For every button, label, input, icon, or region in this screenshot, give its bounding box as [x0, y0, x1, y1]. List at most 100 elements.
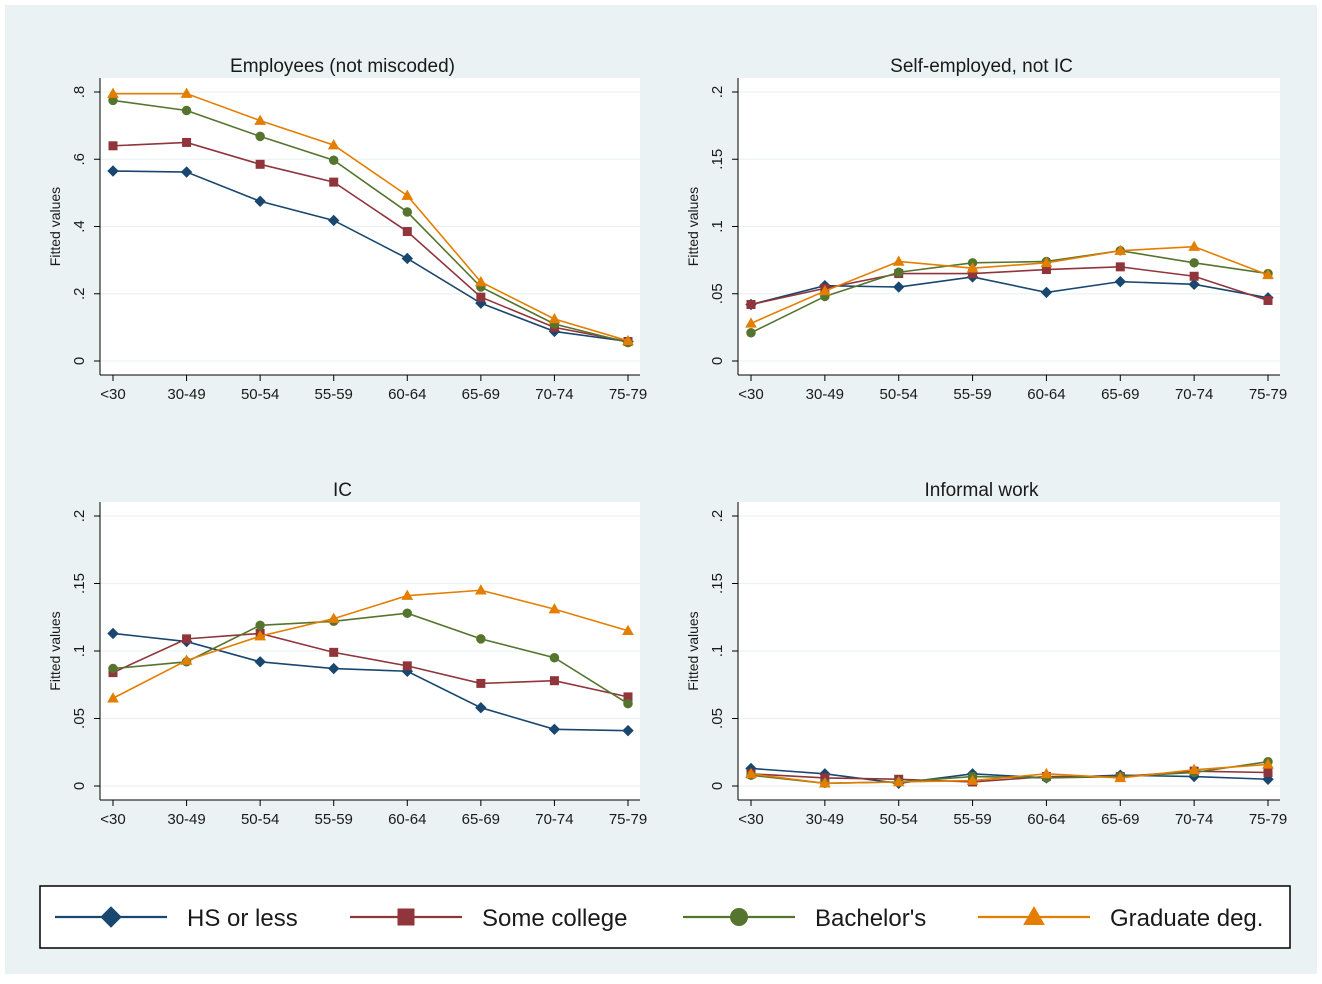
marker [107, 692, 119, 703]
marker [107, 627, 119, 640]
legend-label: Bachelor's [815, 905, 926, 932]
panel-title: IC [333, 480, 352, 501]
marker [402, 608, 413, 618]
y-tick-label: 0 [709, 357, 726, 365]
y-axis-label: Fitted values [47, 611, 63, 690]
x-tick-label: 30-49 [806, 811, 844, 828]
y-axis-label: Fitted values [685, 611, 701, 690]
x-tick-label: 55-59 [315, 811, 353, 828]
panel-title: Informal work [924, 480, 1039, 501]
marker [181, 105, 192, 116]
x-tick-label: 75-79 [609, 386, 647, 403]
x-tick-label: 65-69 [462, 811, 500, 828]
marker [548, 603, 561, 614]
x-tick-label: <30 [738, 811, 763, 828]
marker [1263, 295, 1273, 305]
marker [476, 678, 486, 688]
x-tick-label: 30-49 [806, 386, 844, 403]
y-tick-label: .2 [709, 86, 726, 99]
y-tick-label: .6 [71, 153, 88, 166]
marker [328, 214, 340, 227]
y-tick-label: .05 [709, 283, 726, 304]
legend-label: Some college [482, 905, 627, 932]
x-tick-label: 70-74 [535, 811, 573, 828]
marker [818, 777, 831, 788]
x-tick-label: 60-64 [388, 811, 426, 828]
y-tick-label: 0 [71, 782, 88, 790]
series-line [112, 589, 629, 699]
marker [180, 654, 193, 665]
marker [1189, 258, 1199, 268]
marker [893, 267, 904, 277]
series-line [750, 249, 1269, 334]
marker [107, 87, 119, 98]
marker [401, 589, 414, 600]
marker [402, 207, 413, 217]
legend-marker [397, 908, 415, 926]
series-line [112, 632, 629, 732]
legend-label: Graduate deg. [1110, 905, 1263, 932]
x-tick-label: 70-74 [1175, 386, 1213, 403]
marker [475, 701, 487, 714]
marker [549, 653, 560, 663]
marker [966, 774, 979, 785]
x-tick-label: 60-64 [1027, 386, 1065, 403]
series-line [113, 92, 629, 342]
x-tick-label: <30 [738, 386, 763, 403]
series-line [112, 99, 629, 344]
y-tick-label: .1 [71, 645, 88, 658]
marker [182, 137, 192, 147]
y-tick-label: .15 [71, 573, 88, 594]
marker [1040, 767, 1053, 779]
marker [1115, 262, 1125, 272]
panel-title: Employees (not miscoded) [230, 56, 455, 77]
legend-label: HS or less [187, 905, 298, 932]
marker [1040, 286, 1053, 299]
marker [327, 612, 340, 623]
marker [254, 656, 266, 668]
marker [182, 634, 192, 644]
legend-marker [730, 908, 748, 926]
marker [108, 141, 118, 151]
x-tick-label: 60-64 [1027, 811, 1065, 828]
series-line [750, 245, 1269, 325]
marker [107, 165, 119, 177]
x-tick-label: 50-54 [880, 386, 918, 403]
y-tick-label: .15 [709, 573, 726, 594]
x-tick-label: <30 [100, 811, 125, 828]
marker [328, 155, 339, 166]
marker [745, 767, 757, 779]
x-tick-label: 50-54 [241, 811, 279, 828]
y-tick-label: .15 [709, 149, 726, 170]
marker [180, 87, 193, 98]
marker [548, 723, 561, 736]
marker [1188, 763, 1201, 775]
x-tick-label: 55-59 [953, 811, 991, 828]
y-tick-label: 0 [71, 357, 88, 365]
y-tick-label: .4 [71, 220, 88, 233]
x-tick-label: 70-74 [535, 386, 573, 403]
legend-marker [1023, 905, 1045, 925]
x-tick-label: <30 [100, 386, 125, 403]
legend-marker [100, 906, 122, 928]
marker [1263, 768, 1273, 777]
marker [401, 252, 413, 265]
marker [254, 630, 267, 641]
marker [746, 300, 756, 310]
marker [622, 724, 634, 737]
marker [474, 584, 487, 595]
x-tick-label: 50-54 [880, 811, 918, 828]
marker [328, 662, 340, 675]
marker [622, 334, 634, 346]
x-tick-label: 75-79 [1249, 811, 1287, 828]
y-tick-label: .2 [71, 510, 88, 523]
x-tick-label: 65-69 [1101, 386, 1139, 403]
x-tick-label: 55-59 [953, 386, 991, 403]
marker [818, 285, 831, 296]
marker [327, 139, 340, 150]
marker [1114, 771, 1127, 783]
series-line [112, 632, 629, 698]
marker [1188, 278, 1200, 291]
x-tick-label: 65-69 [462, 386, 500, 403]
